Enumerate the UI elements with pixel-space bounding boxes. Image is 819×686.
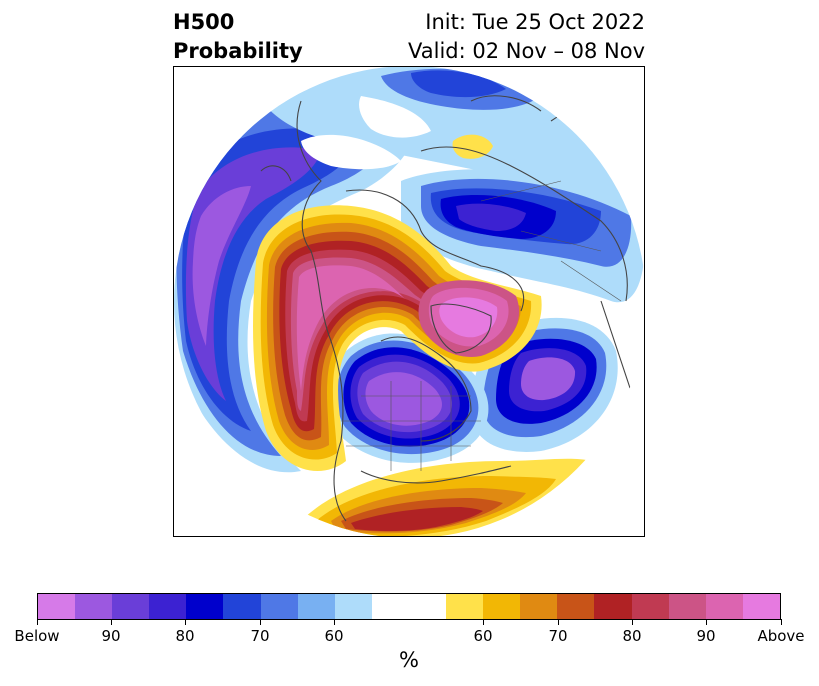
colorbar-tick-mark [632,619,633,625]
colorbar-tick-label: 70 [548,627,568,645]
colorbar-segment [112,594,150,619]
colorbar-unit: % [399,648,419,672]
init-date: Init: Tue 25 Oct 2022 [425,10,645,34]
colorbar-tick-mark [483,619,484,625]
colorbar-tick-mark [334,619,335,625]
colorbar-segment [557,594,595,619]
colorbar-tick-label: 80 [622,627,642,645]
colorbar-segment [446,594,484,619]
colorbar-tick-label: 60 [324,627,344,645]
colorbar-segment [742,594,780,619]
colorbar-segment [297,594,335,619]
western-north-america-above-anomaly [253,205,542,471]
colorbar-tick-mark [706,619,707,625]
colorbar [37,593,781,620]
colorbar-tick-mark [558,619,559,625]
colorbar-tick-mark [111,619,112,625]
siberia-above-patch [452,134,493,159]
colorbar-tick-label: 90 [696,627,716,645]
colorbar-tick-label: 90 [101,627,121,645]
probability-field [174,67,644,536]
colorbar-tick-mark [781,619,782,625]
chart-title: H500 Probability [173,8,303,66]
colorbar-segment [186,594,224,619]
title-variable: H500 [173,10,235,34]
colorbar-segment [408,594,447,619]
colorbar-segment [668,594,706,619]
title-metric: Probability [173,39,303,63]
colorbar-tick-label: 70 [250,627,270,645]
colorbar-tick-mark [260,619,261,625]
probability-map [173,66,645,537]
colorbar-tick-label: Above [757,627,805,645]
colorbar-segment [631,594,669,619]
colorbar-tick-mark [185,619,186,625]
colorbar-tick-label: 60 [473,627,493,645]
colorbar-segment [260,594,298,619]
colorbar-segment [38,594,76,619]
greenland-above-anomaly [418,280,520,357]
valid-range: Valid: 02 Nov – 08 Nov [408,39,645,63]
borders [341,180,622,471]
colorbar-segment [223,594,261,619]
colorbar-tick-label: Below [14,627,60,645]
colorbar-tick-mark [37,619,38,625]
colorbar-segment [594,594,632,619]
map-svg [174,67,644,536]
north-pacific-below-anomaly [174,90,414,473]
forecast-dates: Init: Tue 25 Oct 2022 Valid: 02 Nov – 08… [408,8,645,66]
colorbar-segment [75,594,113,619]
colorbar-segment [483,594,521,619]
southeast-us-above-band [301,458,591,536]
eurasia-below-anomaly [401,169,644,303]
colorbar-segment [705,594,743,619]
colorbar-segment [334,594,372,619]
colorbar-segment [371,594,409,619]
colorbar-tick-label: 80 [175,627,195,645]
colorbar-segment [149,594,187,619]
colorbar-segment [520,594,558,619]
